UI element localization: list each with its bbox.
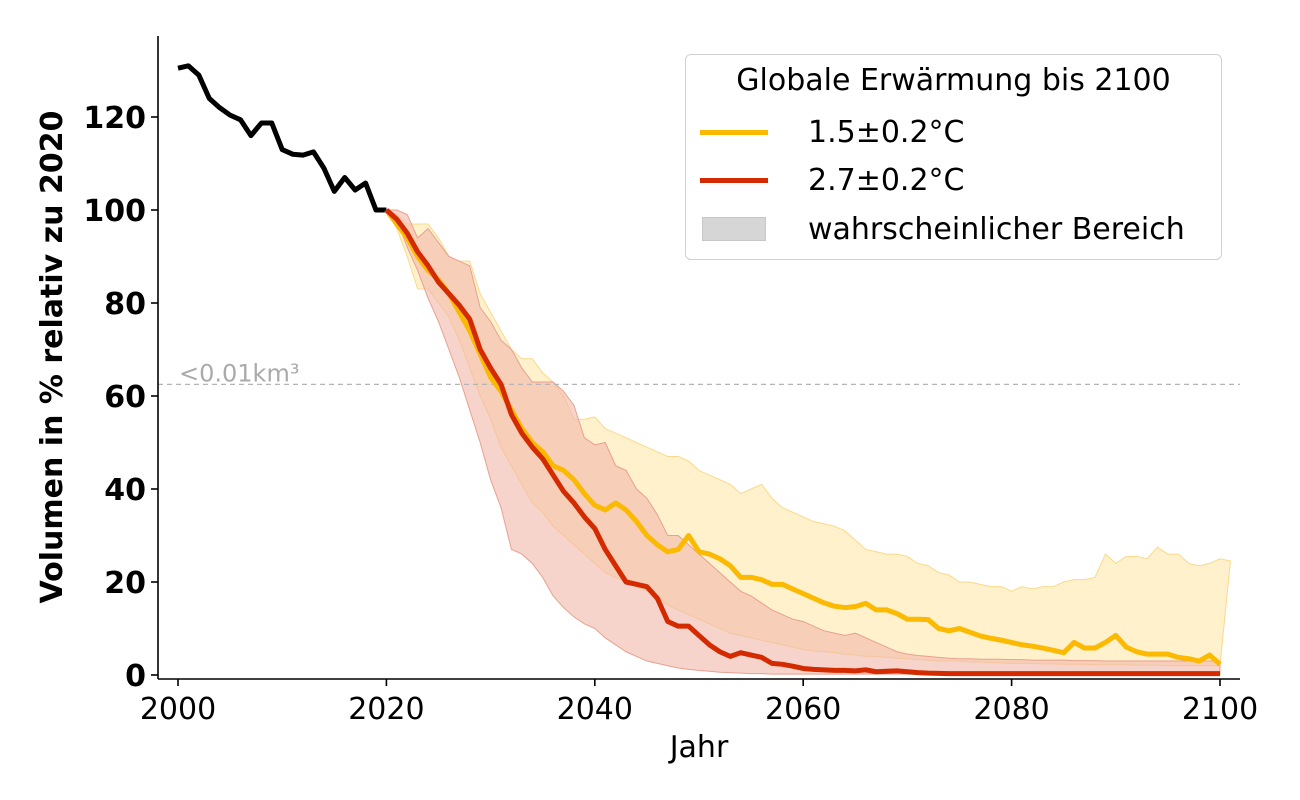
series-lines	[177, 63, 1222, 677]
legend: Globale Erwärmung bis 2100 1.5±0.2°C 2.7…	[685, 54, 1222, 260]
threshold-label: <0.01km³	[179, 359, 299, 387]
y-tick-label: 20	[104, 566, 146, 601]
legend-label-1-5: 1.5±0.2°C	[808, 114, 965, 150]
legend-label-2-7: 2.7±0.2°C	[808, 162, 965, 198]
band-2-7	[385, 209, 1221, 675]
x-tick-label: 2100	[1182, 692, 1258, 727]
y-axis-ticks: 0 20 40 60 80 100 120	[83, 101, 158, 694]
x-tick-label: 2020	[348, 692, 424, 727]
legend-entry-2-7: 2.7±0.2°C	[700, 160, 965, 200]
x-axis-ticks: 2000 2020 2040 2060 2080 2100	[140, 679, 1258, 727]
x-tick-label: 2060	[765, 692, 841, 727]
x-axis-title: Jahr	[668, 730, 729, 765]
legend-entry-range: wahrscheinlicher Bereich	[700, 209, 1185, 249]
y-tick-label: 100	[83, 194, 146, 229]
legend-swatch-red-line	[700, 177, 768, 183]
series-line-2-7	[384, 208, 1220, 677]
legend-label-range: wahrscheinlicher Bereich	[808, 211, 1185, 247]
legend-swatch-yellow-line	[700, 129, 768, 135]
y-tick-label: 120	[83, 101, 146, 136]
y-tick-label: 80	[104, 287, 146, 322]
uncertainty-bands	[385, 208, 1231, 675]
legend-swatch-range-patch	[702, 217, 766, 241]
x-tick-label: 2040	[557, 692, 633, 727]
y-tick-label: 40	[104, 473, 146, 508]
legend-entry-1-5: 1.5±0.2°C	[700, 112, 965, 152]
y-tick-label: 60	[104, 380, 146, 415]
legend-title: Globale Erwärmung bis 2100	[736, 63, 1171, 98]
y-axis-title: Volumen in % relativ zu 2020	[35, 111, 70, 604]
x-tick-label: 2080	[973, 692, 1049, 727]
series-line-1-5	[384, 208, 1222, 667]
x-tick-label: 2000	[140, 692, 216, 727]
y-tick-label: 0	[125, 659, 146, 694]
historical-line	[177, 63, 387, 213]
